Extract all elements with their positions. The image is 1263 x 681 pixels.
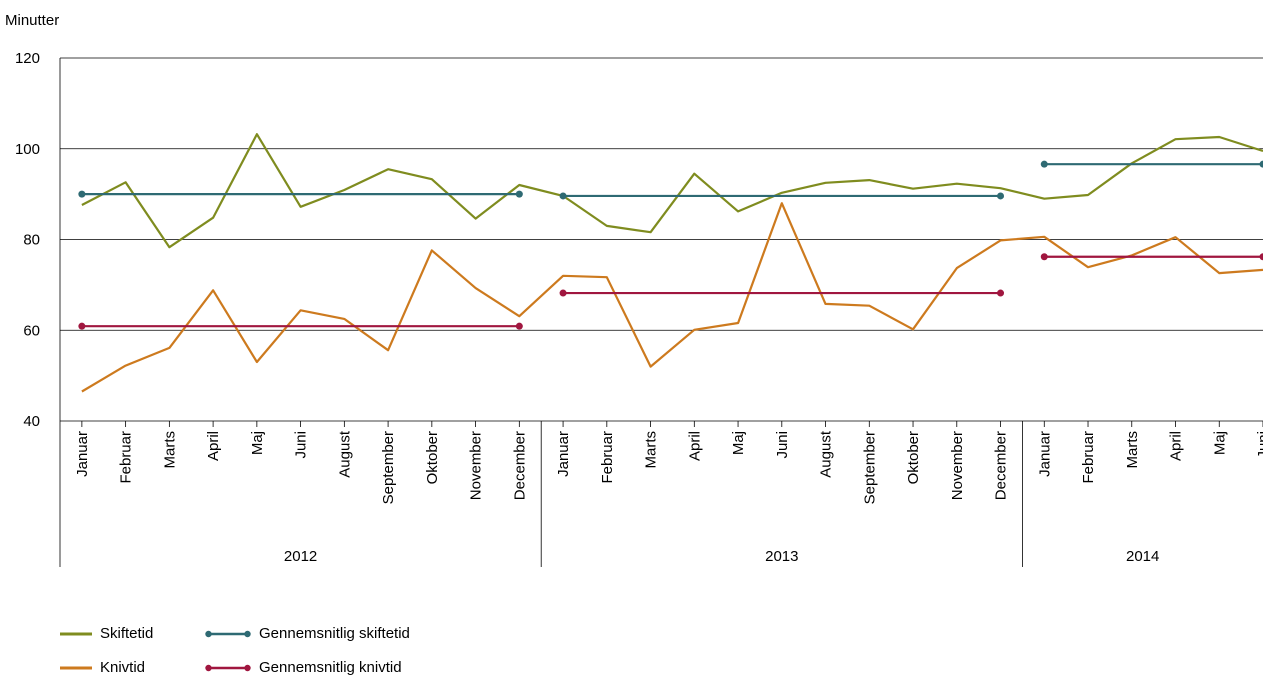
avg-segment-gennemsnitlig-knivtid-1: [559, 289, 1005, 297]
x-tick-label-marts: Marts: [1124, 431, 1141, 469]
x-tick-label-oktober: Oktober: [424, 431, 441, 484]
x-tick-label-marts: Marts: [161, 431, 178, 469]
x-tick-label-maj: Maj: [730, 431, 747, 455]
x-tick-label-marts: Marts: [643, 431, 660, 469]
x-tick-label-november: November: [949, 431, 966, 500]
group-label-2014: 2014: [1126, 548, 1159, 565]
avg-point-start-gennemsnitlig-knivtid-2: [1040, 253, 1048, 261]
legend-swatch-knivtid: [60, 666, 92, 669]
avg-point-end-gennemsnitlig-knivtid-1: [997, 289, 1005, 297]
x-tick-label-januar: Januar: [555, 431, 572, 477]
avg-segment-gennemsnitlig-skiftetid-0: [78, 190, 523, 198]
x-tick-label-oktober: Oktober: [905, 431, 922, 484]
avg-segment-gennemsnitlig-skiftetid-1: [559, 192, 1005, 200]
axes: 40 60 80 100 120 Januar Februar Marts April Maj Ju…: [15, 50, 1263, 567]
x-tick-label-december: December: [993, 431, 1010, 500]
legend-label-gennemsnitlig-skiftetid: Gennemsnitlig skiftetid: [259, 625, 410, 642]
series-line-skiftetid: [81, 133, 1263, 249]
avg-point-end-gennemsnitlig-skiftetid-2: [1259, 160, 1263, 168]
legend-label-knivtid: Knivtid: [100, 659, 146, 676]
y-tick-label-60: 60: [23, 322, 40, 339]
avg-point-start-gennemsnitlig-knivtid-1: [559, 289, 567, 297]
gridlines: [60, 57, 1263, 422]
y-tick-label-40: 40: [23, 413, 40, 430]
x-tick-label-april: April: [205, 431, 222, 461]
x-tick-label-december: December: [511, 431, 528, 500]
x-tick-label-maj: Maj: [249, 431, 266, 455]
avg-segment-gennemsnitlig-skiftetid-2: [1040, 160, 1263, 168]
avg-point-start-gennemsnitlig-skiftetid-2: [1040, 160, 1048, 168]
x-tick-label-november: November: [468, 431, 485, 500]
x-tick-label-juni: Juni: [774, 431, 791, 459]
x-tick-label-juni: Juni: [293, 431, 310, 459]
series-line-knivtid: [81, 202, 1263, 393]
x-tick-label-august: August: [336, 430, 353, 478]
legend-item-gennemsnitlig-skiftetid: Gennemsnitlig skiftetid: [205, 625, 410, 642]
y-tick-label-80: 80: [23, 232, 40, 249]
legend-label-gennemsnitlig-knivtid: Gennemsnitlig knivtid: [259, 659, 402, 676]
legend-swatch-gennemsnitlig-knivtid: [205, 664, 251, 671]
x-tick-label-april: April: [1168, 431, 1185, 461]
avg-point-start-gennemsnitlig-knivtid-0: [78, 322, 86, 330]
legend-label-skiftetid: Skiftetid: [100, 625, 154, 642]
legend-swatch-skiftetid: [60, 632, 92, 635]
x-tick-label-august: August: [818, 430, 835, 478]
avg-point-end-gennemsnitlig-knivtid-2: [1259, 253, 1263, 261]
group-label-2012: 2012: [284, 548, 317, 565]
x-tick-label-januar: Januar: [74, 431, 91, 477]
legend-item-skiftetid: Skiftetid: [60, 625, 153, 642]
avg-point-end-gennemsnitlig-skiftetid-0: [515, 190, 523, 198]
avg-point-end-gennemsnitlig-knivtid-0: [515, 322, 523, 330]
x-tick-label-januar: Januar: [1036, 431, 1053, 477]
x-tick-label-juni: Juni: [1255, 431, 1263, 459]
y-tick-label-120: 120: [15, 50, 40, 67]
avg-point-start-gennemsnitlig-skiftetid-0: [78, 190, 86, 198]
avg-point-end-gennemsnitlig-skiftetid-1: [997, 192, 1005, 200]
avg-point-start-gennemsnitlig-skiftetid-1: [559, 192, 567, 200]
legend-swatch-gennemsnitlig-skiftetid: [205, 630, 251, 637]
x-tick-label-september: September: [861, 431, 878, 504]
group-label-2013: 2013: [765, 548, 798, 565]
x-tick-label-februar: Februar: [118, 431, 135, 484]
avg-segment-gennemsnitlig-knivtid-0: [78, 322, 523, 330]
avg-segment-gennemsnitlig-knivtid-2: [1040, 253, 1263, 261]
legend-item-knivtid: Knivtid: [60, 659, 145, 676]
y-tick-label-100: 100: [15, 141, 40, 158]
x-tick-label-februar: Februar: [1080, 431, 1097, 484]
x-tick-label-april: April: [686, 431, 703, 461]
x-tick-label-februar: Februar: [599, 431, 616, 484]
x-tick-label-september: September: [380, 431, 397, 504]
y-axis-label: Minutter: [5, 12, 59, 29]
x-tick-label-maj: Maj: [1211, 431, 1228, 455]
legend-item-gennemsnitlig-knivtid: Gennemsnitlig knivtid: [205, 659, 402, 676]
series-layer: [78, 133, 1263, 393]
